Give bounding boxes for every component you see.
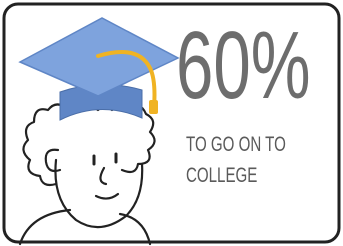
stat-card: 60% TO GO ON TO COLLEGE xyxy=(0,0,343,246)
headline-stat: 60% xyxy=(176,11,310,119)
caption-line: COLLEGE xyxy=(186,162,257,186)
page: 60% TO GO ON TO COLLEGE (() => { const d… xyxy=(0,0,343,246)
caption-line: TO GO ON TO xyxy=(186,131,286,155)
